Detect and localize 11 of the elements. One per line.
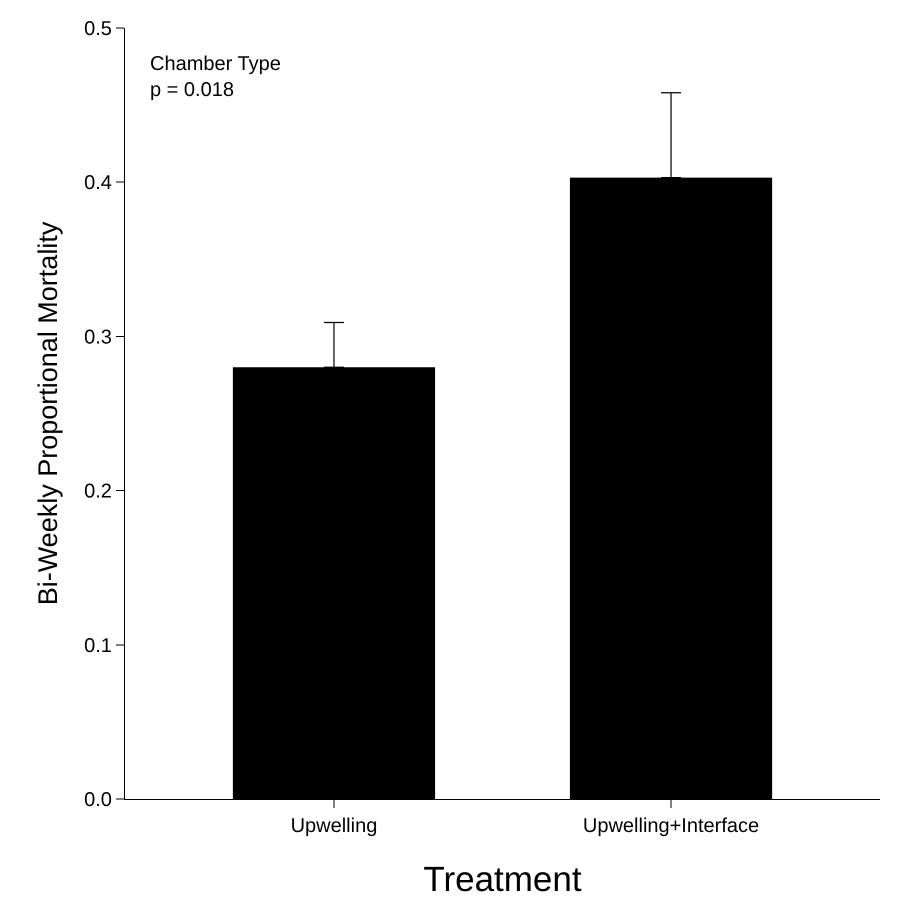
annotation: Chamber Type p = 0.018: [150, 53, 281, 101]
y-tick-label: 0.0: [84, 789, 112, 811]
y-tick-label: 0.2: [84, 480, 112, 503]
x-axis-title: Treatment: [423, 860, 582, 900]
y-axis-title: Bi-Weekly Proportional Mortality: [33, 221, 64, 606]
y-tick-label: 0.3: [84, 326, 112, 348]
y-tick-label: 0.1: [84, 634, 112, 657]
x-tick-label: Upwelling+Interface: [582, 815, 760, 838]
y-tick-label: 0.4: [84, 172, 112, 194]
x-tick-label: Upwelling: [290, 815, 378, 838]
y-tick-label: 0.5: [84, 18, 112, 40]
